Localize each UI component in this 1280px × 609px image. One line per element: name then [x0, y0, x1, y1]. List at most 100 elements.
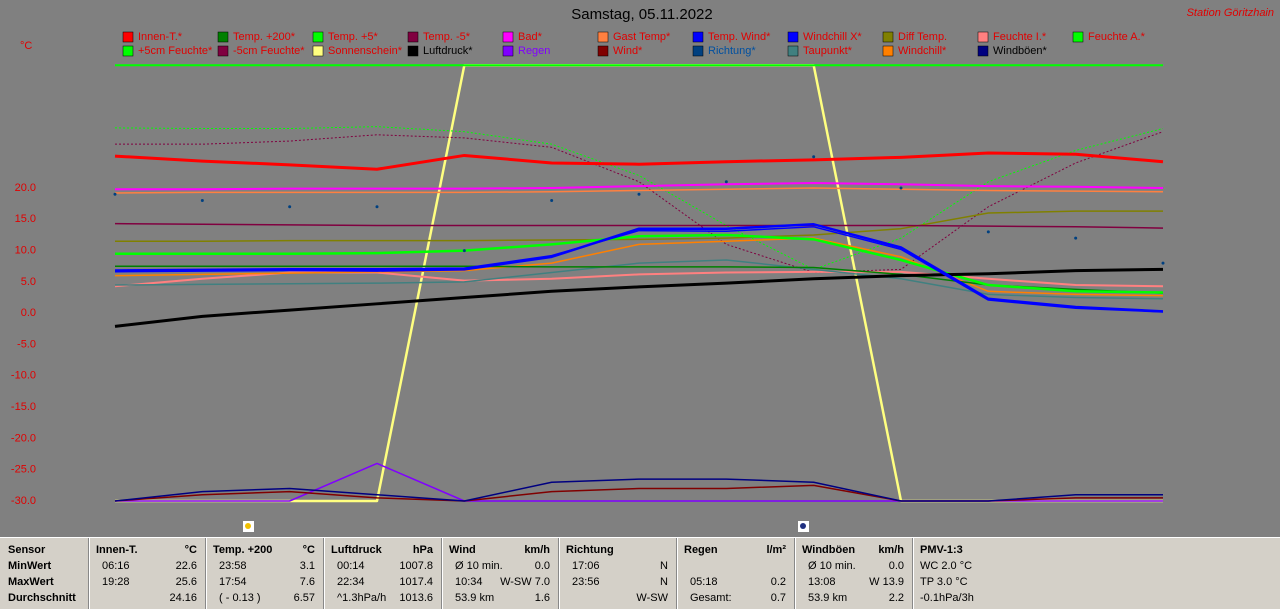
column-separator [794, 538, 796, 609]
column-unit: km/h [524, 544, 550, 556]
series-line [114, 126, 1164, 270]
column-header: PMV-1:3 [920, 544, 963, 556]
sun-icon [243, 521, 254, 532]
legend-swatch [122, 31, 134, 43]
cell-left: 17:54 [219, 576, 247, 588]
legend-label: Temp. +5* [328, 31, 379, 43]
series-line [115, 210, 1163, 242]
cell-right: 1.6 [534, 592, 550, 604]
legend-swatch [502, 31, 514, 43]
series-line [115, 181, 1164, 191]
column-header: Temp. +200 [213, 544, 273, 556]
data-point [288, 205, 292, 209]
row-label: MinWert [8, 560, 52, 572]
column-header: Wind [449, 544, 476, 556]
column-separator [205, 538, 207, 609]
cell-right: 0.0 [888, 560, 904, 572]
y-tick-label: -5.0 [17, 338, 36, 350]
legend-swatch [597, 31, 609, 43]
data-point [1074, 236, 1078, 240]
cell-right: 2.2 [888, 592, 904, 604]
legend-swatch [692, 31, 704, 43]
data-point [637, 192, 641, 196]
legend-label: Innen-T.* [138, 31, 183, 43]
legend-label: Wind* [613, 45, 643, 57]
legend-label: +5cm Feuchte* [138, 45, 213, 57]
column-separator [88, 538, 90, 609]
column-unit: °C [302, 544, 315, 556]
column-header: Richtung [566, 544, 614, 556]
column-unit: °C [184, 544, 197, 556]
data-point [899, 186, 903, 190]
legend-swatch [312, 45, 324, 57]
data-point [550, 199, 554, 203]
y-tick-label: 20.0 [15, 182, 36, 194]
series-line [115, 462, 1163, 502]
cell-right: W-SW 7.0 [500, 576, 550, 588]
y-tick-label: -25.0 [11, 464, 36, 476]
cell-left: Gesamt: [690, 592, 732, 604]
legend-label: Taupunkt* [803, 45, 853, 57]
cell-left: 53.9 km [808, 592, 848, 604]
y-tick-label: -15.0 [11, 401, 36, 413]
data-point [1161, 261, 1165, 265]
cell-right: N [660, 560, 668, 572]
series-line [115, 233, 1164, 294]
cell-right: 1017.4 [399, 576, 433, 588]
y-tick-label: 15.0 [15, 213, 36, 225]
legend-swatch [502, 45, 514, 57]
cell-left: -0.1hPa/3h [920, 592, 974, 604]
legend-swatch [407, 45, 419, 57]
cell-right: 3.1 [299, 560, 315, 572]
cell-right: 22.6 [175, 560, 197, 572]
y-tick-label: -10.0 [11, 370, 36, 382]
row-label: Durchschnitt [8, 592, 76, 604]
y-axis-unit: °C [20, 40, 32, 52]
cell-left: 13:08 [808, 576, 836, 588]
y-tick-label: 10.0 [15, 245, 36, 257]
series-line [114, 237, 1164, 297]
series-line [114, 259, 1164, 300]
data-point [724, 180, 728, 184]
y-tick-label: 0.0 [21, 307, 36, 319]
legend-swatch [977, 31, 989, 43]
legend-label: Diff Temp. [898, 31, 947, 43]
legend-label: Windchill X* [803, 31, 862, 43]
legend-label: Temp. -5* [423, 31, 471, 43]
legend-swatch [597, 45, 609, 57]
chart: Samstag, 05.11.2022 Station Göritzhain °… [11, 6, 1274, 532]
cell-right: 0.0 [534, 560, 550, 572]
legend-label: Temp. Wind* [708, 31, 771, 43]
cell-left: 05:18 [690, 576, 718, 588]
series-line [115, 64, 1163, 503]
data-point [200, 199, 204, 203]
legend-swatch [882, 31, 894, 43]
column-header: Regen [684, 544, 718, 556]
data-point [812, 155, 816, 159]
cell-right: W-SW [636, 592, 668, 604]
data-point [986, 230, 990, 234]
table-header: Sensor [8, 544, 46, 556]
cell-left: ( - 0.13 ) [219, 592, 261, 604]
series-line [114, 151, 1164, 171]
legend-label: Temp. +200* [233, 31, 296, 43]
legend-label: Regen [518, 45, 550, 57]
data-point [462, 249, 466, 253]
cell-left: 53.9 km [455, 592, 495, 604]
column-header: Innen-T. [96, 544, 138, 556]
series-line [114, 223, 1164, 313]
column-separator [323, 538, 325, 609]
legend-label: Gast Temp* [613, 31, 671, 43]
legend-swatch [217, 45, 229, 57]
legend-label: Richtung* [708, 45, 756, 57]
column-separator [676, 538, 678, 609]
cell-left: 23:58 [219, 560, 247, 572]
legend-swatch [1072, 31, 1084, 43]
legend-label: Luftdruck* [423, 45, 473, 57]
column-separator [558, 538, 560, 609]
series-line [114, 222, 1164, 229]
moon-icon [798, 521, 809, 532]
y-tick-label: 5.0 [21, 276, 36, 288]
legend-label: Windchill* [898, 45, 947, 57]
